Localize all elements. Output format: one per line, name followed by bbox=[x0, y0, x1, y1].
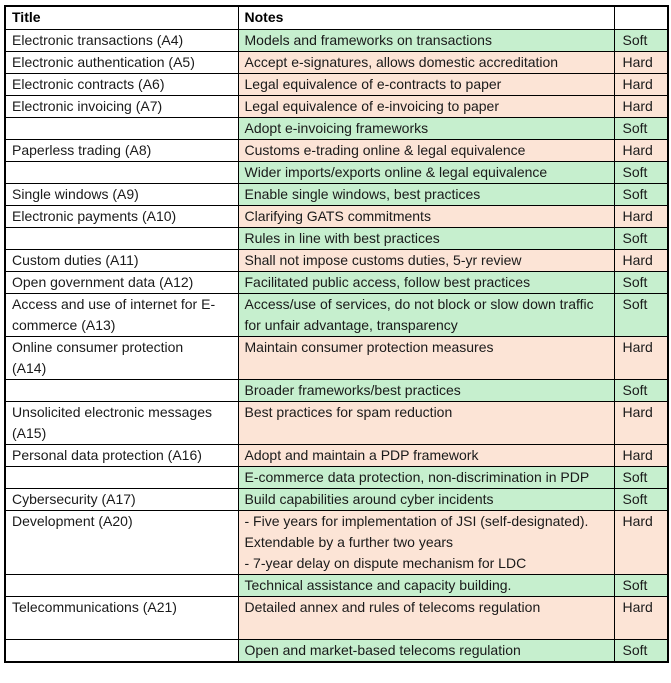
notes-cell: Broader frameworks/best practices bbox=[237, 379, 615, 402]
notes-cell: Adopt e-invoicing frameworks bbox=[237, 117, 615, 140]
notes-cell: Clarifying GATS commitments bbox=[237, 205, 615, 228]
notes-cell: Customs e-trading online & legal equival… bbox=[237, 139, 615, 162]
table-row: Personal data protection (A16) Adopt and… bbox=[4, 444, 669, 467]
notes-cell: Legal equivalence of e-contracts to pape… bbox=[237, 73, 615, 96]
type-cell: Soft bbox=[613, 488, 669, 511]
column-header-notes: Notes bbox=[237, 5, 615, 30]
type-cell: Soft bbox=[613, 29, 669, 52]
type-cell: Hard bbox=[613, 596, 669, 640]
table-row: Technical assistance and capacity buildi… bbox=[4, 574, 669, 597]
table-row: Development (A20) - Five years for imple… bbox=[4, 510, 669, 575]
notes-cell: Rules in line with best practices bbox=[237, 227, 615, 250]
notes-cell: Accept e-signatures, allows domestic acc… bbox=[237, 51, 615, 74]
title-cell: Paperless trading (A8) bbox=[4, 139, 239, 162]
table-row: Paperless trading (A8) Customs e-trading… bbox=[4, 139, 669, 162]
title-cell: Single windows (A9) bbox=[4, 183, 239, 206]
type-cell: Hard bbox=[613, 139, 669, 162]
title-cell: Custom duties (A11) bbox=[4, 249, 239, 272]
title-cell: Access and use of internet for E-commerc… bbox=[4, 293, 239, 337]
column-header-title: Title bbox=[4, 5, 239, 30]
title-cell: Open government data (A12) bbox=[4, 271, 239, 294]
type-cell: Hard bbox=[613, 444, 669, 467]
type-cell: Soft bbox=[613, 466, 669, 489]
title-cell bbox=[4, 379, 239, 402]
title-cell: Electronic transactions (A4) bbox=[4, 29, 239, 52]
title-cell: Electronic authentication (A5) bbox=[4, 51, 239, 74]
title-cell: Development (A20) bbox=[4, 510, 239, 575]
type-cell: Hard bbox=[613, 401, 669, 445]
table-row: Custom duties (A11) Shall not impose cus… bbox=[4, 249, 669, 272]
table-row: Open and market-based telecoms regulatio… bbox=[4, 639, 669, 663]
notes-cell: Detailed annex and rules of telecoms reg… bbox=[237, 596, 615, 640]
type-cell: Hard bbox=[613, 510, 669, 575]
title-cell bbox=[4, 639, 239, 663]
notes-cell: Models and frameworks on transactions bbox=[237, 29, 615, 52]
notes-cell: Adopt and maintain a PDP framework bbox=[237, 444, 615, 467]
type-cell: Soft bbox=[613, 227, 669, 250]
title-cell: Electronic payments (A10) bbox=[4, 205, 239, 228]
notes-cell: Facilitated public access, follow best p… bbox=[237, 271, 615, 294]
table-row: Electronic payments (A10) Clarifying GAT… bbox=[4, 205, 669, 228]
type-cell: Soft bbox=[613, 117, 669, 140]
header-row: Title Notes bbox=[4, 5, 669, 30]
notes-cell: Shall not impose customs duties, 5-yr re… bbox=[237, 249, 615, 272]
type-cell: Hard bbox=[613, 73, 669, 96]
table-row: Electronic contracts (A6) Legal equivale… bbox=[4, 73, 669, 96]
table-row: Cybersecurity (A17) Build capabilities a… bbox=[4, 488, 669, 511]
table-row: Broader frameworks/best practices Soft bbox=[4, 379, 669, 402]
table-row: Electronic invoicing (A7) Legal equivale… bbox=[4, 95, 669, 118]
table-row: E-commerce data protection, non-discrimi… bbox=[4, 466, 669, 489]
type-cell: Soft bbox=[613, 574, 669, 597]
title-cell: Personal data protection (A16) bbox=[4, 444, 239, 467]
title-cell: Cybersecurity (A17) bbox=[4, 488, 239, 511]
title-cell: Electronic invoicing (A7) bbox=[4, 95, 239, 118]
table-row: Unsolicited electronic messages (A15) Be… bbox=[4, 401, 669, 445]
notes-cell: Legal equivalence of e-invoicing to pape… bbox=[237, 95, 615, 118]
table-row: Wider imports/exports online & legal equ… bbox=[4, 161, 669, 184]
title-cell bbox=[4, 227, 239, 250]
notes-cell: Build capabilities around cyber incident… bbox=[237, 488, 615, 511]
notes-cell: Maintain consumer protection measures bbox=[237, 336, 615, 380]
jsi-commitments-table: Title Notes Electronic transactions (A4)… bbox=[4, 5, 669, 663]
title-cell: Online consumer protection (A14) bbox=[4, 336, 239, 380]
table-row: Single windows (A9) Enable single window… bbox=[4, 183, 669, 206]
table-row: Electronic authentication (A5) Accept e-… bbox=[4, 51, 669, 74]
notes-cell: E-commerce data protection, non-discrimi… bbox=[237, 466, 615, 489]
type-cell: Soft bbox=[613, 183, 669, 206]
title-cell bbox=[4, 161, 239, 184]
type-cell: Soft bbox=[613, 271, 669, 294]
type-cell: Hard bbox=[613, 336, 669, 380]
type-cell: Hard bbox=[613, 249, 669, 272]
notes-cell: Best practices for spam reduction bbox=[237, 401, 615, 445]
notes-cell: Open and market-based telecoms regulatio… bbox=[237, 639, 615, 663]
type-cell: Hard bbox=[613, 205, 669, 228]
notes-cell: Enable single windows, best practices bbox=[237, 183, 615, 206]
title-cell bbox=[4, 466, 239, 489]
type-cell: Soft bbox=[613, 379, 669, 402]
notes-cell: Technical assistance and capacity buildi… bbox=[237, 574, 615, 597]
table-row: Telecommunications (A21) Detailed annex … bbox=[4, 596, 669, 640]
type-cell: Hard bbox=[613, 51, 669, 74]
notes-cell: Wider imports/exports online & legal equ… bbox=[237, 161, 615, 184]
notes-cell: Access/use of services, do not block or … bbox=[237, 293, 615, 337]
title-cell bbox=[4, 574, 239, 597]
type-cell: Hard bbox=[613, 95, 669, 118]
table-row: Adopt e-invoicing frameworks Soft bbox=[4, 117, 669, 140]
type-cell: Soft bbox=[613, 161, 669, 184]
table-row: Open government data (A12) Facilitated p… bbox=[4, 271, 669, 294]
table-row: Online consumer protection (A14) Maintai… bbox=[4, 336, 669, 380]
table-row: Rules in line with best practices Soft bbox=[4, 227, 669, 250]
table-row: Access and use of internet for E-commerc… bbox=[4, 293, 669, 337]
table-row: Electronic transactions (A4) Models and … bbox=[4, 29, 669, 52]
column-header-type bbox=[613, 5, 669, 30]
type-cell: Soft bbox=[613, 639, 669, 663]
notes-cell: - Five years for implementation of JSI (… bbox=[237, 510, 615, 575]
type-cell: Soft bbox=[613, 293, 669, 337]
title-cell bbox=[4, 117, 239, 140]
title-cell: Electronic contracts (A6) bbox=[4, 73, 239, 96]
title-cell: Unsolicited electronic messages (A15) bbox=[4, 401, 239, 445]
title-cell: Telecommunications (A21) bbox=[4, 596, 239, 640]
